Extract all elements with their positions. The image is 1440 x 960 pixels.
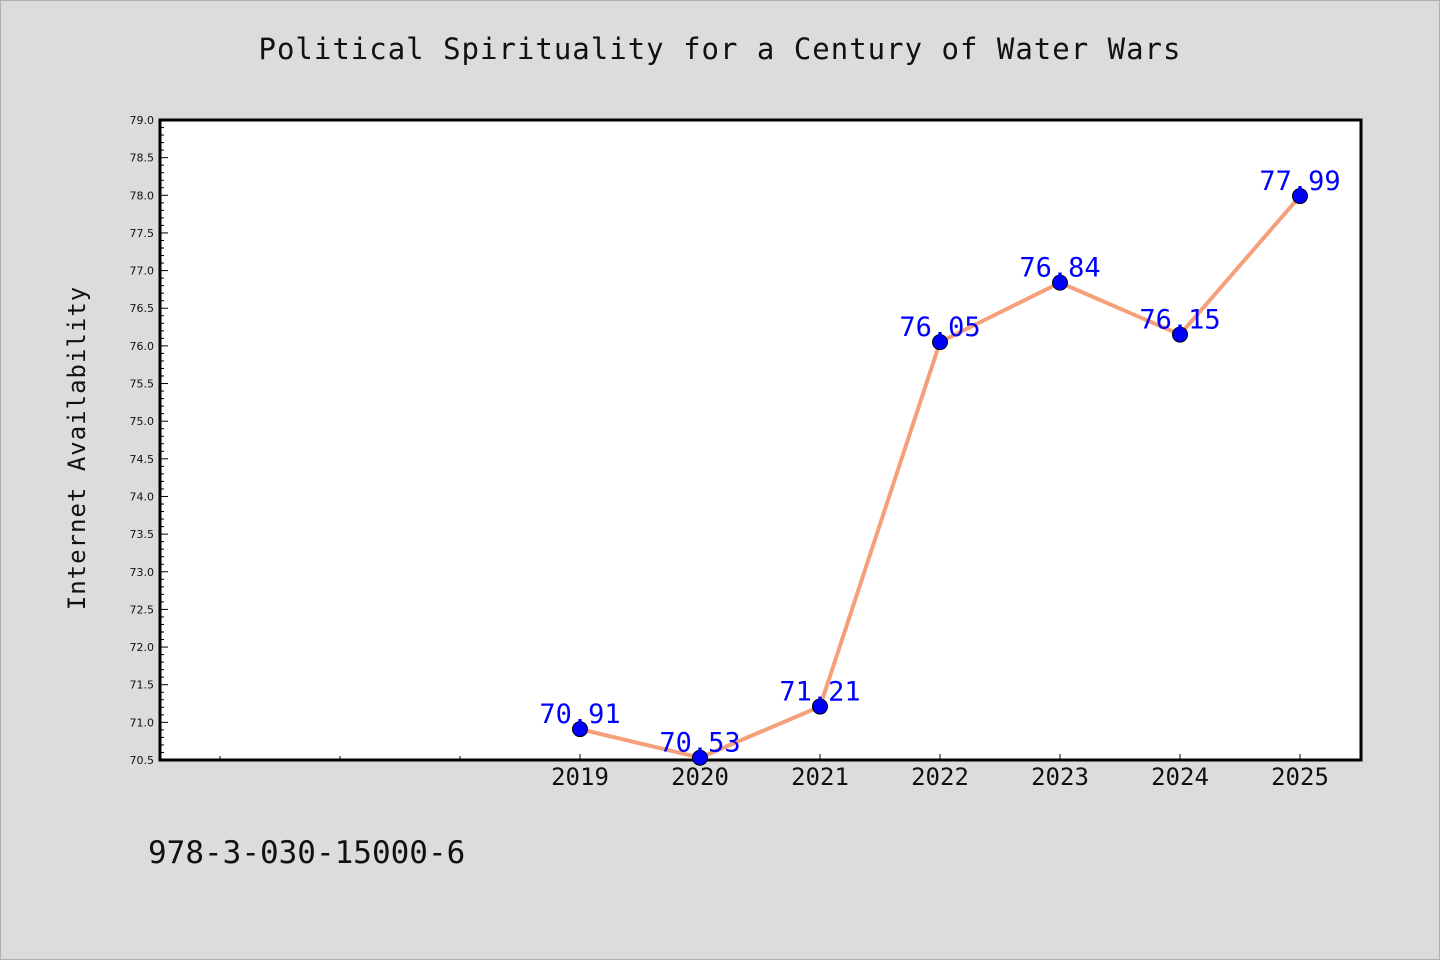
y-tick-label: 75.0	[130, 415, 155, 428]
y-tick-label: 70.5	[130, 754, 155, 767]
y-tick-label: 71.5	[130, 679, 155, 692]
y-tick-label: 74.5	[130, 453, 155, 466]
data-point	[1052, 274, 1068, 291]
x-axis-ticks: 2019 2020 2021 2022 2023 2024 2025	[219, 754, 1329, 791]
x-tick-label: 2022	[911, 763, 969, 791]
data-point	[1292, 188, 1308, 205]
data-point	[572, 721, 588, 738]
x-tick-label: 2020	[671, 763, 729, 791]
y-tick-label: 77.5	[130, 227, 155, 240]
y-axis-ticks: 70.5 71.0 71.5 72.0 72.5 73.0 73.5 74.0 74.5 75.0…	[130, 114, 168, 767]
data-point	[932, 334, 948, 351]
y-tick-label: 79.0	[130, 114, 155, 127]
isbn-text: 978-3-030-15000-6	[148, 835, 466, 871]
x-tick-label: 2019	[551, 763, 609, 791]
y-tick-label: 75.5	[130, 378, 155, 391]
series-group: 70.91 70.53 71.21 76.05 76.84 76.15 77.99	[539, 166, 1341, 766]
y-tick-label: 71.0	[130, 716, 155, 729]
y-tick-label: 73.5	[130, 528, 155, 541]
x-tick-label: 2024	[1151, 763, 1209, 791]
y-tick-label: 73.0	[130, 566, 155, 579]
data-label: 76.84	[1019, 253, 1100, 284]
x-tick-label: 2025	[1271, 763, 1329, 791]
plot-area	[158, 118, 1363, 762]
y-tick-label: 76.0	[130, 340, 155, 353]
data-label: 70.91	[539, 699, 620, 730]
data-label: 76.05	[899, 312, 980, 343]
y-tick-label: 72.0	[130, 641, 155, 654]
data-label: 70.53	[659, 728, 740, 759]
x-tick-label: 2021	[791, 763, 849, 791]
y-tick-label: 77.0	[130, 265, 155, 278]
chart-title: Political Spirituality for a Century of …	[258, 32, 1182, 66]
y-tick-label: 78.0	[130, 189, 155, 202]
data-label: 76.15	[1139, 305, 1220, 336]
x-tick-label: 2023	[1031, 763, 1089, 791]
y-tick-label: 76.5	[130, 302, 155, 315]
y-tick-label: 74.0	[130, 490, 155, 503]
data-label: 77.99	[1259, 166, 1340, 197]
data-point	[692, 749, 708, 766]
data-point	[812, 698, 828, 715]
data-label: 71.21	[779, 677, 860, 708]
y-tick-label: 78.5	[130, 152, 155, 165]
data-point	[1172, 326, 1188, 343]
y-tick-label: 72.5	[130, 603, 155, 616]
